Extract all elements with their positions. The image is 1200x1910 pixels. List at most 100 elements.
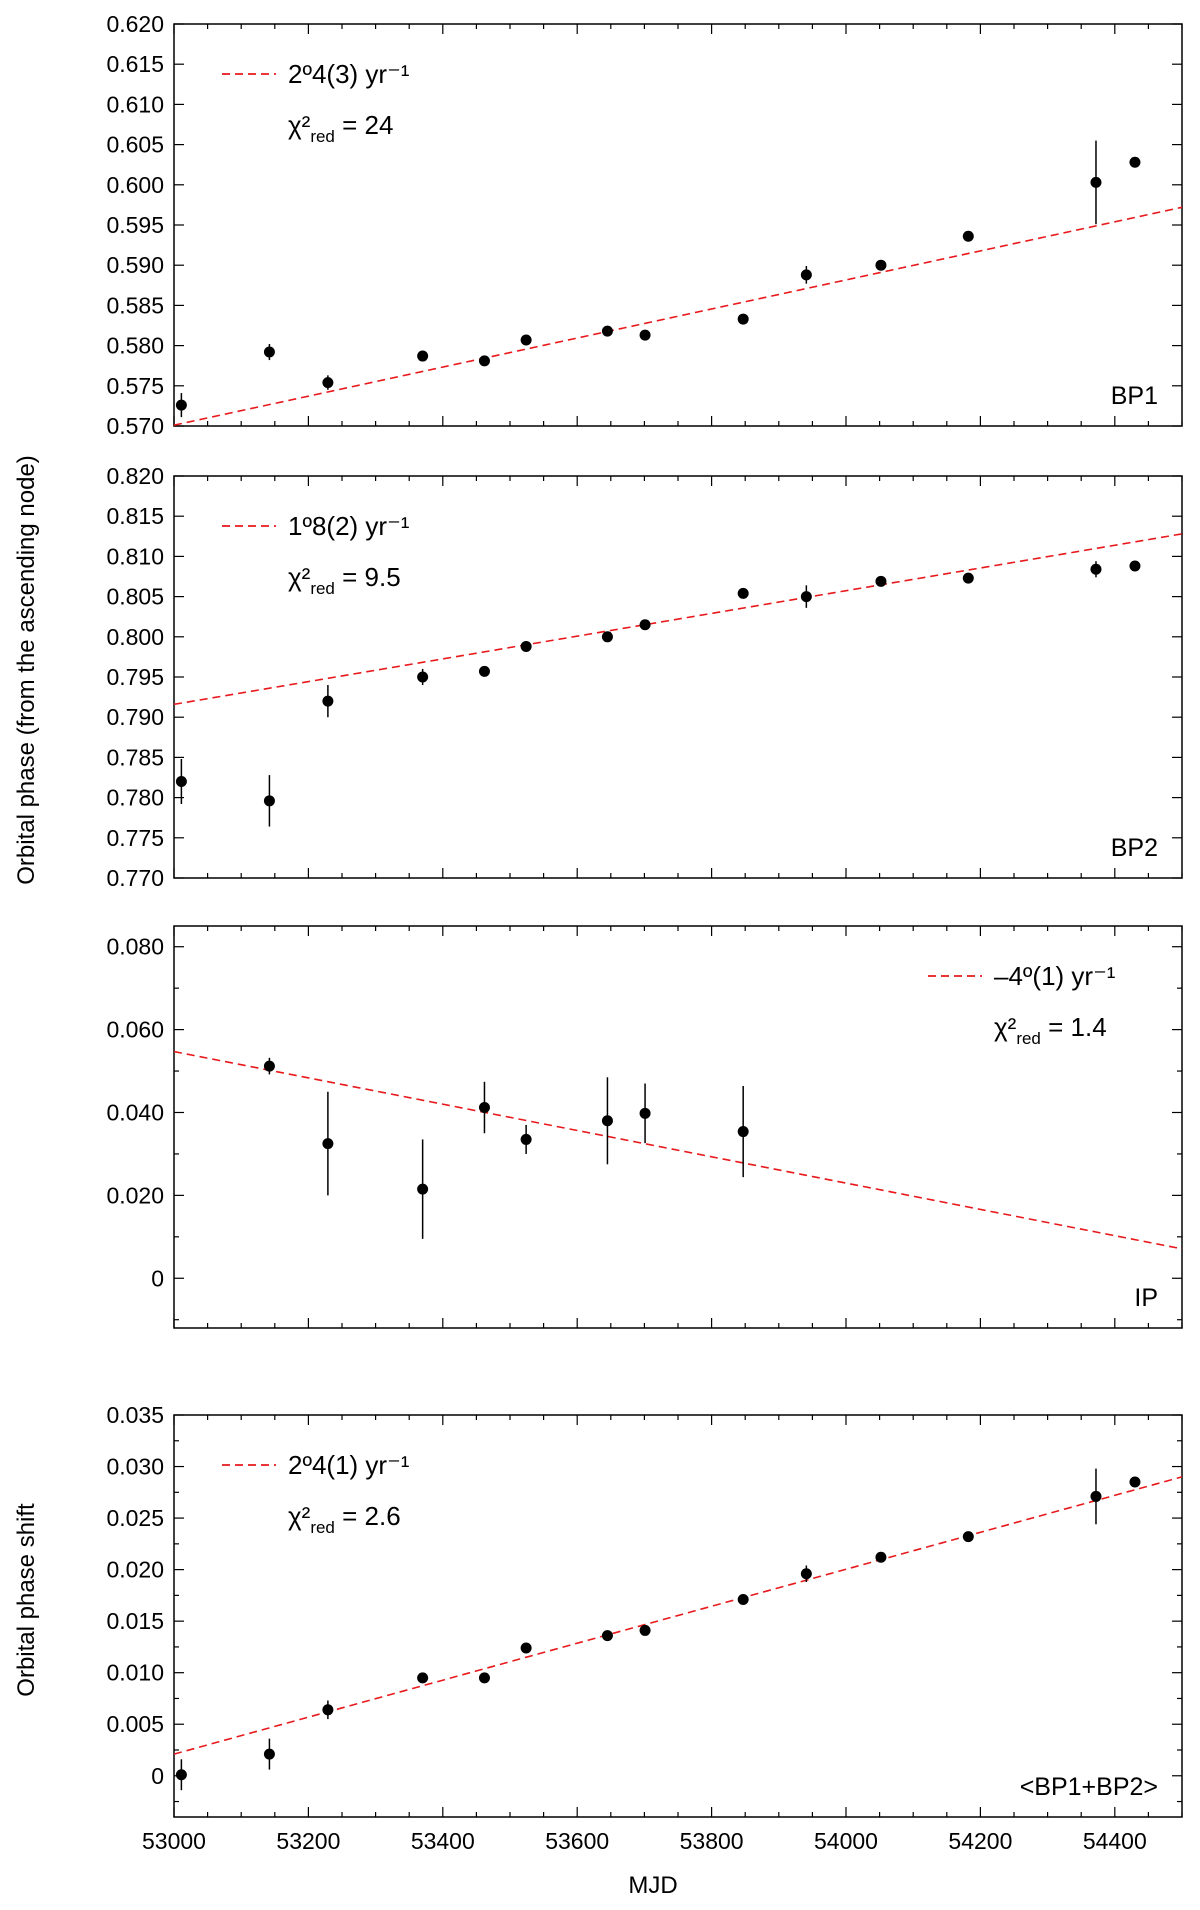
legend-label: 2º4(3) yr⁻¹ [288,59,410,89]
panel-label: IP [1134,1284,1158,1312]
fit-line [173,1476,1183,1755]
data-point [962,572,974,584]
data-point [639,329,651,341]
data-point [1090,1490,1102,1502]
y-tick-label: 0.025 [106,1505,164,1531]
fit-line [173,533,1183,706]
x-tick-label: 54400 [1083,1828,1147,1854]
data-point [417,350,429,362]
y-tick-label: 0.030 [106,1454,164,1480]
data-point [322,695,334,707]
data-point [263,1060,275,1072]
data-point [639,1107,651,1119]
y-tick-label: 0.605 [106,132,164,158]
y-tick-label: 0.800 [106,624,164,650]
data-point [639,1624,651,1636]
y-tick-label: 0.575 [106,373,164,399]
data-point [417,1672,429,1684]
data-point [737,1594,749,1606]
x-axis-title: MJD [628,1872,677,1899]
data-point [1090,563,1102,575]
panel-label: <BP1+BP2> [1020,1773,1158,1801]
data-point [520,1642,532,1654]
data-point [875,575,887,587]
data-point [800,1568,812,1580]
chi-squared-label: χ²red = 24 [288,110,393,146]
chi-value: = 2.6 [335,1501,401,1531]
fit-line [173,1050,1183,1250]
data-point [478,1672,490,1684]
y-tick-label: 0.570 [106,413,164,439]
chi-symbol: χ² [288,562,311,592]
x-tick-label: 53400 [411,1828,475,1854]
y-tick-label: 0.005 [106,1711,164,1737]
data-point [478,665,490,677]
y-tick-label: 0.805 [106,584,164,610]
y-tick-label: 0.060 [106,1017,164,1043]
y-tick-label: 0.020 [106,1182,164,1208]
panel-2: 0 0.020 0.040 0.060 0.080 –4º(1) yr⁻¹ χ²red = … [106,925,1183,1329]
data-point [1129,156,1141,168]
x-tick-label: 53800 [680,1828,744,1854]
data-point [322,377,334,389]
x-tick-label: 54000 [814,1828,878,1854]
y-tick-label: 0 [151,1265,164,1291]
x-tick-label: 53200 [276,1828,340,1854]
data-point [800,269,812,281]
data-point [737,313,749,325]
panel-3: 0 0.005 0.010 0.015 0.020 0.025 0.030 0.035 2º4(… [106,1402,1183,1854]
data-point [737,587,749,599]
data-point [520,640,532,652]
legend-label: –4º(1) yr⁻¹ [994,961,1116,991]
y-tick-label: 0.820 [106,463,164,489]
y-tick-label: 0.580 [106,333,164,359]
y-tick-label: 0.775 [106,825,164,851]
data-point [1090,176,1102,188]
y-tick-label: 0.795 [106,664,164,690]
legend-label: 1º8(2) yr⁻¹ [288,511,410,541]
data-point [478,355,490,367]
y-tick-label: 0 [151,1763,164,1789]
chi-squared-label: χ²red = 9.5 [288,562,401,598]
y-tick-label: 0.585 [106,292,164,318]
chi-symbol: χ² [994,1012,1017,1042]
chi-symbol: χ² [288,110,311,140]
chi-subscript: red [310,127,335,146]
y-tick-label: 0.015 [106,1608,164,1634]
chi-value: = 9.5 [335,562,401,592]
data-point [1129,1476,1141,1488]
data-point [478,1102,490,1114]
data-point [520,1133,532,1145]
chi-value: = 1.4 [1041,1012,1107,1042]
panels: 0.570 0.575 0.580 0.585 0.590 0.595 0.600 0.605… [106,11,1183,1854]
y-tick-label: 0.040 [106,1099,164,1125]
legend-label: 2º4(1) yr⁻¹ [288,1450,410,1480]
y-tick-label: 0.080 [106,934,164,960]
y-tick-label: 0.610 [106,91,164,117]
y-tick-label: 0.615 [106,51,164,77]
y-tick-label: 0.595 [106,212,164,238]
y-tick-label: 0.810 [106,543,164,569]
y-tick-label: 0.620 [106,11,164,37]
data-point [417,1183,429,1195]
y-tick-label: 0.590 [106,252,164,278]
x-tick-label: 53000 [142,1828,206,1854]
data-point [737,1126,749,1138]
y-tick-label: 0.020 [106,1557,164,1583]
data-point [175,399,187,411]
data-point [601,631,613,643]
data-point [800,591,812,603]
data-point [175,776,187,788]
y-tick-label: 0.815 [106,503,164,529]
chi-subscript: red [1016,1029,1041,1048]
panel-0: 0.570 0.575 0.580 0.585 0.590 0.595 0.600 0.605… [106,11,1183,439]
data-point [175,1769,187,1781]
x-tick-label: 54200 [948,1828,1012,1854]
fit-line [173,206,1183,426]
data-point [601,1115,613,1127]
panel-1: 0.770 0.775 0.780 0.785 0.790 0.795 0.800 0.805… [106,463,1183,891]
data-point [601,325,613,337]
chi-squared-label: χ²red = 1.4 [994,1012,1107,1048]
y-axis-title-bottom: Orbital phase shift [13,1503,40,1697]
